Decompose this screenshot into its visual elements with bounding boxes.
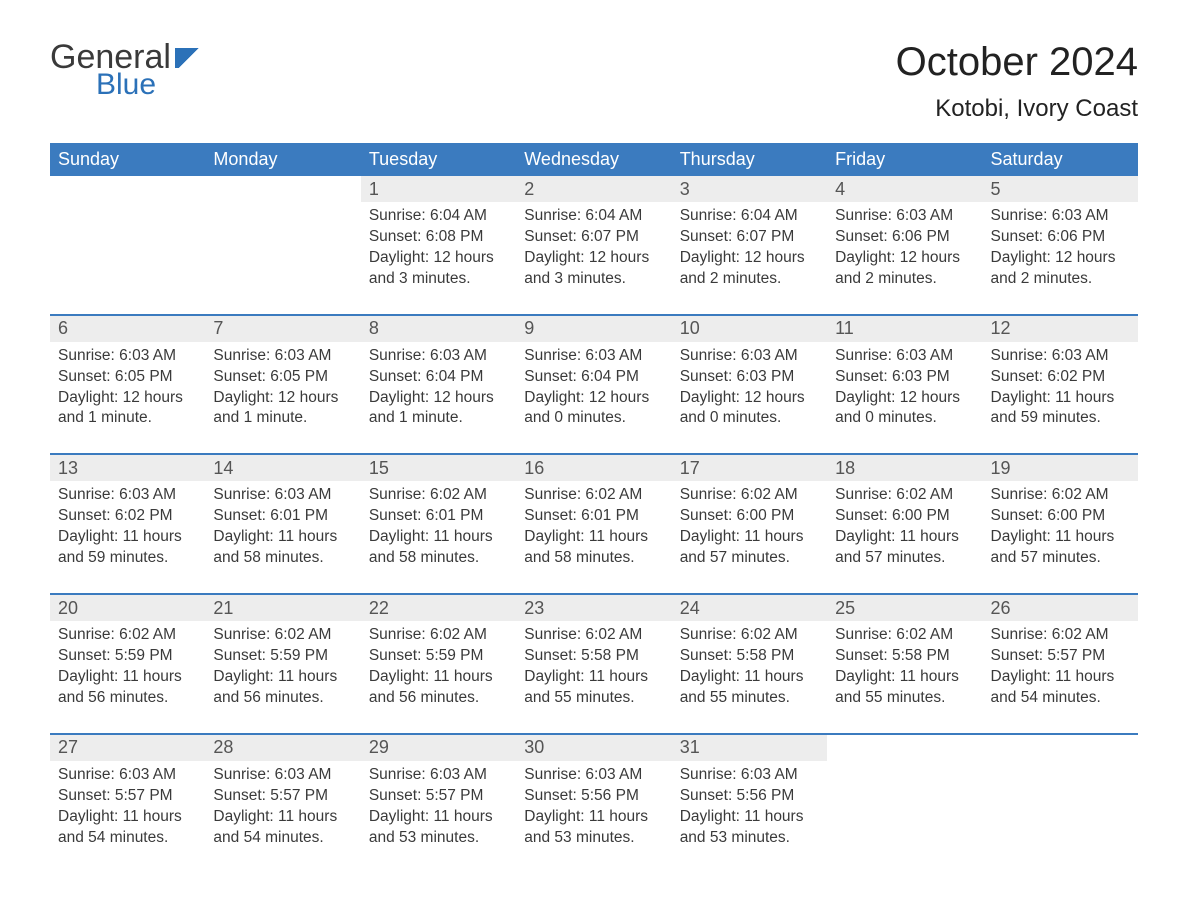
day-content-cell: Sunrise: 6:02 AMSunset: 5:59 PMDaylight:… <box>205 621 360 733</box>
day-content-cell: Sunrise: 6:02 AMSunset: 5:59 PMDaylight:… <box>361 621 516 733</box>
day-content-row: Sunrise: 6:04 AMSunset: 6:08 PMDaylight:… <box>50 202 1138 314</box>
weekday-header-row: SundayMondayTuesdayWednesdayThursdayFrid… <box>50 143 1138 176</box>
logo-text-blue: Blue <box>96 70 203 100</box>
day-content-cell: Sunrise: 6:03 AMSunset: 6:06 PMDaylight:… <box>983 202 1138 314</box>
day-content-row: Sunrise: 6:03 AMSunset: 6:02 PMDaylight:… <box>50 481 1138 593</box>
day-number-cell: 28 <box>205 735 360 761</box>
day-content-cell: Sunrise: 6:03 AMSunset: 6:03 PMDaylight:… <box>827 342 982 454</box>
location-subtitle: Kotobi, Ivory Coast <box>896 95 1138 123</box>
day-number-cell: 1 <box>361 176 516 202</box>
day-content-cell: Sunrise: 6:04 AMSunset: 6:08 PMDaylight:… <box>361 202 516 314</box>
day-number-cell: 22 <box>361 595 516 621</box>
day-content-cell <box>50 202 205 314</box>
day-content-cell: Sunrise: 6:02 AMSunset: 5:58 PMDaylight:… <box>672 621 827 733</box>
day-content-cell: Sunrise: 6:03 AMSunset: 6:02 PMDaylight:… <box>983 342 1138 454</box>
day-content-cell: Sunrise: 6:03 AMSunset: 6:06 PMDaylight:… <box>827 202 982 314</box>
calendar-body: 12345Sunrise: 6:04 AMSunset: 6:08 PMDayl… <box>50 176 1138 872</box>
day-content-cell: Sunrise: 6:02 AMSunset: 6:01 PMDaylight:… <box>516 481 671 593</box>
day-number-cell: 12 <box>983 316 1138 342</box>
day-number-cell: 10 <box>672 316 827 342</box>
logo: General Blue <box>50 40 203 100</box>
day-content-cell <box>983 761 1138 873</box>
day-number-cell: 4 <box>827 176 982 202</box>
header-block: General Blue October 2024 Kotobi, Ivory … <box>50 40 1138 123</box>
title-block: October 2024 Kotobi, Ivory Coast <box>896 40 1138 123</box>
day-number-cell: 5 <box>983 176 1138 202</box>
logo-flag-icon <box>175 48 203 68</box>
weekday-header: Monday <box>205 143 360 176</box>
weekday-header: Sunday <box>50 143 205 176</box>
day-content-row: Sunrise: 6:02 AMSunset: 5:59 PMDaylight:… <box>50 621 1138 733</box>
day-content-cell: Sunrise: 6:03 AMSunset: 6:05 PMDaylight:… <box>205 342 360 454</box>
day-content-cell: Sunrise: 6:03 AMSunset: 5:57 PMDaylight:… <box>205 761 360 873</box>
day-number-row: 2728293031 <box>50 735 1138 761</box>
day-content-cell: Sunrise: 6:02 AMSunset: 6:00 PMDaylight:… <box>983 481 1138 593</box>
day-content-cell: Sunrise: 6:02 AMSunset: 6:01 PMDaylight:… <box>361 481 516 593</box>
day-number-row: 20212223242526 <box>50 595 1138 621</box>
day-number-cell: 7 <box>205 316 360 342</box>
day-number-cell: 14 <box>205 455 360 481</box>
day-number-cell: 8 <box>361 316 516 342</box>
day-number-cell: 23 <box>516 595 671 621</box>
weekday-header: Wednesday <box>516 143 671 176</box>
day-content-cell: Sunrise: 6:03 AMSunset: 6:04 PMDaylight:… <box>361 342 516 454</box>
day-content-cell: Sunrise: 6:03 AMSunset: 6:03 PMDaylight:… <box>672 342 827 454</box>
day-number-cell: 19 <box>983 455 1138 481</box>
day-number-cell: 3 <box>672 176 827 202</box>
day-number-cell: 13 <box>50 455 205 481</box>
day-content-row: Sunrise: 6:03 AMSunset: 6:05 PMDaylight:… <box>50 342 1138 454</box>
day-content-cell: Sunrise: 6:04 AMSunset: 6:07 PMDaylight:… <box>516 202 671 314</box>
day-number-cell: 27 <box>50 735 205 761</box>
day-number-cell: 26 <box>983 595 1138 621</box>
day-number-cell <box>205 176 360 202</box>
day-number-cell: 24 <box>672 595 827 621</box>
day-number-cell: 29 <box>361 735 516 761</box>
day-number-cell: 21 <box>205 595 360 621</box>
calendar-table: SundayMondayTuesdayWednesdayThursdayFrid… <box>50 143 1138 872</box>
day-number-cell: 25 <box>827 595 982 621</box>
day-content-cell: Sunrise: 6:03 AMSunset: 5:57 PMDaylight:… <box>361 761 516 873</box>
day-number-row: 12345 <box>50 176 1138 202</box>
day-content-cell: Sunrise: 6:03 AMSunset: 6:04 PMDaylight:… <box>516 342 671 454</box>
day-content-row: Sunrise: 6:03 AMSunset: 5:57 PMDaylight:… <box>50 761 1138 873</box>
weekday-header: Saturday <box>983 143 1138 176</box>
day-content-cell: Sunrise: 6:03 AMSunset: 6:05 PMDaylight:… <box>50 342 205 454</box>
day-number-cell: 31 <box>672 735 827 761</box>
day-content-cell: Sunrise: 6:03 AMSunset: 5:57 PMDaylight:… <box>50 761 205 873</box>
day-content-cell: Sunrise: 6:02 AMSunset: 6:00 PMDaylight:… <box>827 481 982 593</box>
day-number-cell <box>827 735 982 761</box>
day-number-cell: 20 <box>50 595 205 621</box>
day-number-cell <box>983 735 1138 761</box>
day-number-cell: 30 <box>516 735 671 761</box>
day-content-cell: Sunrise: 6:02 AMSunset: 5:57 PMDaylight:… <box>983 621 1138 733</box>
day-number-cell: 9 <box>516 316 671 342</box>
day-content-cell: Sunrise: 6:03 AMSunset: 5:56 PMDaylight:… <box>672 761 827 873</box>
day-number-cell: 16 <box>516 455 671 481</box>
day-content-cell: Sunrise: 6:03 AMSunset: 6:02 PMDaylight:… <box>50 481 205 593</box>
day-number-row: 13141516171819 <box>50 455 1138 481</box>
day-content-cell: Sunrise: 6:02 AMSunset: 5:59 PMDaylight:… <box>50 621 205 733</box>
day-number-cell: 6 <box>50 316 205 342</box>
day-number-cell: 2 <box>516 176 671 202</box>
day-number-cell: 11 <box>827 316 982 342</box>
day-number-cell: 18 <box>827 455 982 481</box>
day-content-cell <box>205 202 360 314</box>
weekday-header: Thursday <box>672 143 827 176</box>
weekday-header: Friday <box>827 143 982 176</box>
day-content-cell: Sunrise: 6:04 AMSunset: 6:07 PMDaylight:… <box>672 202 827 314</box>
month-title: October 2024 <box>896 40 1138 85</box>
day-number-row: 6789101112 <box>50 316 1138 342</box>
day-content-cell: Sunrise: 6:03 AMSunset: 6:01 PMDaylight:… <box>205 481 360 593</box>
weekday-header: Tuesday <box>361 143 516 176</box>
day-number-cell <box>50 176 205 202</box>
day-content-cell: Sunrise: 6:02 AMSunset: 5:58 PMDaylight:… <box>827 621 982 733</box>
day-number-cell: 15 <box>361 455 516 481</box>
day-content-cell: Sunrise: 6:02 AMSunset: 5:58 PMDaylight:… <box>516 621 671 733</box>
day-number-cell: 17 <box>672 455 827 481</box>
day-content-cell <box>827 761 982 873</box>
day-content-cell: Sunrise: 6:02 AMSunset: 6:00 PMDaylight:… <box>672 481 827 593</box>
day-content-cell: Sunrise: 6:03 AMSunset: 5:56 PMDaylight:… <box>516 761 671 873</box>
